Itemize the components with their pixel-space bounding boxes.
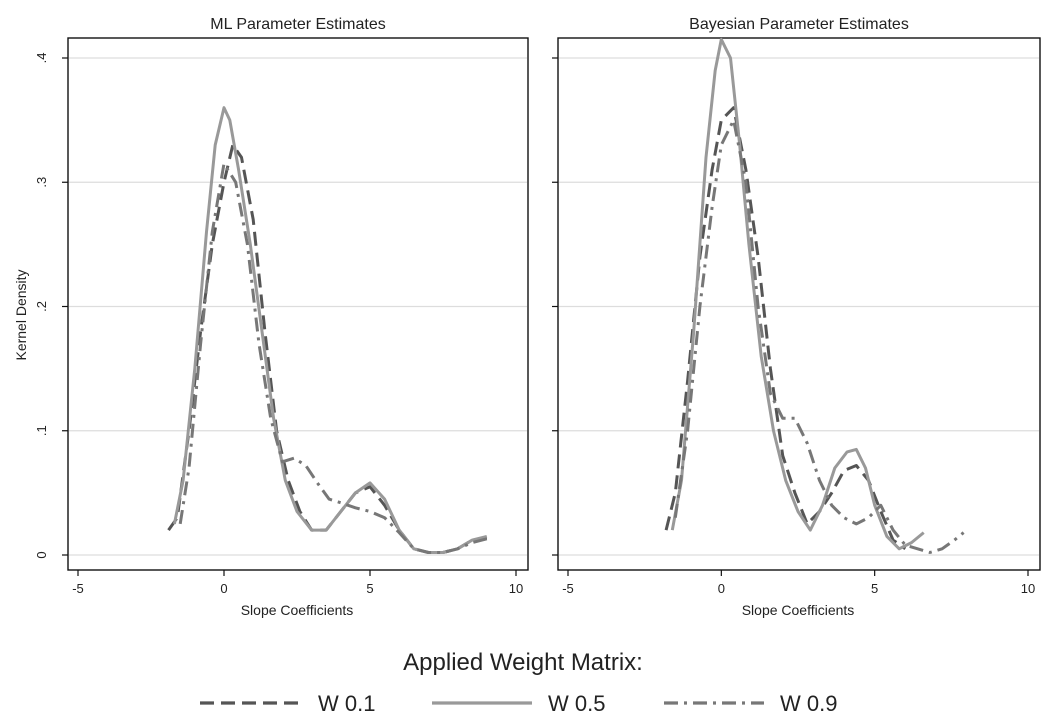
panel-2-xlabel: Slope Coefficients — [742, 602, 855, 618]
panel-1-series-w09 — [178, 162, 488, 554]
panel-2-xtick-label-0: -5 — [562, 581, 574, 596]
panel-1-ytick-label-2: .2 — [34, 301, 49, 312]
panel-2-series-w01 — [664, 106, 907, 551]
panel-1-xlabel: Slope Coefficients — [241, 602, 354, 618]
panel-1-ytick-label-1: .1 — [34, 425, 49, 436]
panel-2-xtick-label-3: 10 — [1021, 581, 1035, 596]
panel-1-ytick-label-4: .4 — [34, 53, 49, 64]
legend-label-w01: W 0.1 — [318, 691, 375, 716]
panel-1-xtick-label-2: 5 — [366, 581, 373, 596]
legend-label-w09: W 0.9 — [780, 691, 837, 716]
panel-1-ytick-label-0: 0 — [34, 551, 49, 558]
panel-1-xtick-label-1: 0 — [220, 581, 227, 596]
panels: ML Parameter Estimates 0 .1 .2 .3 .4 -5 0 5 10 Slo… — [34, 16, 1041, 618]
legend-label-w05: W 0.5 — [548, 691, 605, 716]
panel-1: ML Parameter Estimates 0 .1 .2 .3 .4 -5 0 5 10 Slo… — [34, 16, 529, 618]
panel-1-xtick-label-0: -5 — [72, 581, 84, 596]
panel-1-xtick-label-3: 10 — [509, 581, 523, 596]
panel-2-xtick-label-1: 0 — [718, 581, 725, 596]
panel-2-series-w09 — [673, 118, 965, 554]
panel-1-title: ML Parameter Estimates — [210, 16, 385, 33]
y-axis-label: Kernel Density — [13, 269, 29, 360]
panel-2: Bayesian Parameter Estimates -5 0 5 10 Slope … — [552, 16, 1041, 618]
panel-2-title: Bayesian Parameter Estimates — [689, 16, 909, 33]
legend-title: Applied Weight Matrix: — [403, 649, 643, 676]
panel-2-xtick-label-2: 5 — [871, 581, 878, 596]
legend: Applied Weight Matrix: W 0.1 W 0.5 W 0.9 — [200, 649, 837, 716]
panel-1-ytick-label-3: .3 — [34, 177, 49, 188]
panel-1-frame — [67, 37, 529, 571]
panel-2-series-w05 — [670, 37, 925, 551]
panel-2-frame — [557, 37, 1041, 571]
